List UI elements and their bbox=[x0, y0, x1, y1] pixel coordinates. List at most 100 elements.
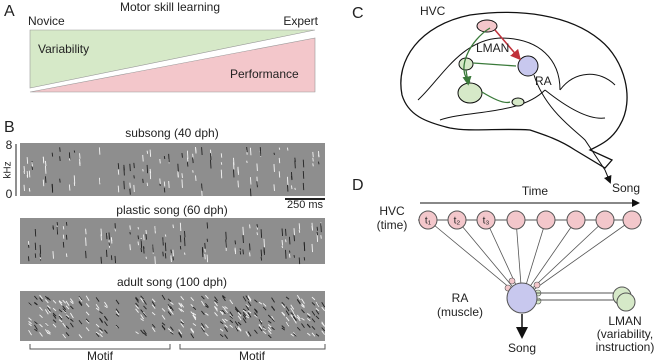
spectrogram-stroke bbox=[115, 299, 120, 305]
spectrogram-stroke bbox=[34, 242, 37, 251]
spectrogram-stroke bbox=[180, 321, 184, 325]
spectrogram-stroke bbox=[258, 301, 263, 305]
spectrogram-stroke bbox=[318, 151, 320, 158]
spectrogram-stroke bbox=[95, 333, 100, 338]
spectrogram-stroke bbox=[34, 321, 38, 325]
spectrogram-title: plastic song (60 dph) bbox=[116, 203, 227, 217]
spectrogram-stroke bbox=[294, 187, 296, 190]
spectrogram-stroke bbox=[142, 169, 144, 172]
spectrogram-stroke bbox=[234, 306, 239, 312]
spectrogram-stroke bbox=[222, 306, 226, 310]
spectrogram-stroke bbox=[273, 184, 275, 191]
spectrogram-stroke bbox=[163, 187, 166, 193]
spectrogram-stroke bbox=[258, 319, 263, 325]
spectrogram-stroke bbox=[201, 322, 205, 328]
spectrogram-stroke bbox=[293, 316, 297, 321]
axis-tick: 0 bbox=[6, 187, 13, 201]
spectrogram-stroke bbox=[179, 235, 182, 243]
spectrogram-stroke bbox=[167, 328, 172, 332]
panel-letter: C bbox=[352, 5, 364, 22]
spectrogram-stroke bbox=[190, 297, 195, 301]
spectrogram-stroke bbox=[242, 318, 247, 324]
spectrogram-stroke bbox=[65, 234, 68, 240]
spectrogram-stroke bbox=[62, 234, 65, 239]
spectrogram-stroke bbox=[278, 147, 281, 150]
spectrogram-stroke bbox=[237, 180, 239, 188]
spectrogram-stroke bbox=[296, 299, 301, 305]
spectrogram-stroke bbox=[137, 241, 139, 246]
spectrogram-stroke bbox=[59, 147, 61, 152]
hvc-ra-link bbox=[456, 219, 523, 299]
spectrogram-stroke bbox=[201, 183, 203, 191]
motif-bracket bbox=[29, 344, 326, 350]
spectrogram-stroke bbox=[28, 302, 32, 306]
spectrogram-stroke bbox=[245, 305, 250, 311]
spectrogram-stroke bbox=[85, 250, 87, 259]
spectrogram-stroke bbox=[34, 228, 37, 237]
spectrogram-stroke bbox=[292, 318, 297, 324]
spectrogram-stroke bbox=[154, 226, 156, 234]
spectrogram-stroke bbox=[129, 188, 131, 195]
spectrogram-stroke bbox=[167, 305, 172, 311]
spectrogram-stroke bbox=[249, 147, 252, 156]
spectrogram-stroke bbox=[99, 329, 103, 334]
spectrogram-stroke bbox=[267, 314, 272, 319]
area-x bbox=[511, 97, 525, 107]
spectrogram-stroke bbox=[301, 317, 305, 321]
spectrogram-stroke bbox=[135, 302, 139, 307]
node-label: HVC bbox=[379, 204, 405, 218]
spectrogram-stroke bbox=[237, 315, 242, 321]
spectrogram-stroke bbox=[129, 163, 131, 172]
spectrogram-stroke bbox=[278, 157, 281, 164]
spectrogram-stroke bbox=[224, 334, 228, 339]
spectrogram-stroke bbox=[85, 327, 90, 332]
spectrogram-stroke bbox=[181, 173, 183, 178]
spectrogram-stroke bbox=[115, 324, 120, 329]
spectrogram-stroke bbox=[247, 301, 252, 307]
spectrogram-stroke bbox=[164, 242, 167, 252]
spectrogram-stroke bbox=[249, 177, 252, 185]
spectrogram-stroke bbox=[45, 160, 47, 167]
spectrogram-stroke bbox=[204, 253, 206, 260]
spectrogram-stroke bbox=[34, 328, 38, 332]
spectrogram-stroke bbox=[45, 295, 49, 300]
spectrogram-stroke bbox=[306, 332, 311, 336]
spectrogram-stroke bbox=[95, 331, 100, 335]
spectrogram-stroke bbox=[205, 305, 209, 309]
spectrogram-stroke bbox=[190, 328, 195, 334]
spectrogram-stroke bbox=[51, 152, 54, 157]
spectrogram-stroke bbox=[177, 163, 179, 172]
spectrogram-stroke bbox=[184, 237, 186, 247]
spectrogram-stroke bbox=[288, 236, 291, 245]
spectrogram-stroke bbox=[267, 320, 272, 324]
spectrogram-stroke bbox=[229, 315, 234, 319]
spectrogram-stroke bbox=[26, 171, 29, 177]
spectrogram-stroke bbox=[254, 312, 258, 317]
spectrogram-stroke bbox=[262, 327, 267, 331]
spectrogram-stroke bbox=[172, 224, 174, 229]
spectrogram-stroke bbox=[222, 309, 226, 315]
spectrogram-title: adult song (100 dph) bbox=[117, 275, 227, 289]
spectrogram-stroke bbox=[271, 297, 275, 303]
hvc-node bbox=[622, 210, 642, 230]
axis-unit: kHz bbox=[3, 161, 14, 178]
spectrogram-stroke bbox=[149, 149, 152, 157]
spectrogram-stroke bbox=[100, 234, 102, 241]
spectrogram-stroke bbox=[246, 146, 248, 153]
variability-wedge bbox=[29, 29, 316, 89]
spectrogram-stroke bbox=[320, 223, 322, 233]
spectrogram-stroke bbox=[285, 322, 290, 327]
node-label: instruction) bbox=[596, 340, 655, 354]
spectrograms bbox=[20, 143, 326, 341]
spectrogram-stroke bbox=[133, 175, 135, 179]
axis-label: Time bbox=[522, 184, 549, 198]
spectrogram-stroke bbox=[262, 330, 267, 335]
spectrogram-stroke bbox=[140, 309, 144, 314]
spectrogram-stroke bbox=[294, 160, 296, 169]
spectrogram-stroke bbox=[281, 303, 286, 309]
spectrogram-stroke bbox=[315, 301, 320, 307]
spectrogram-stroke bbox=[293, 313, 297, 318]
spectrogram-stroke bbox=[170, 249, 172, 254]
spectrogram-stroke bbox=[58, 300, 63, 304]
hvc-ra-link bbox=[427, 219, 523, 299]
